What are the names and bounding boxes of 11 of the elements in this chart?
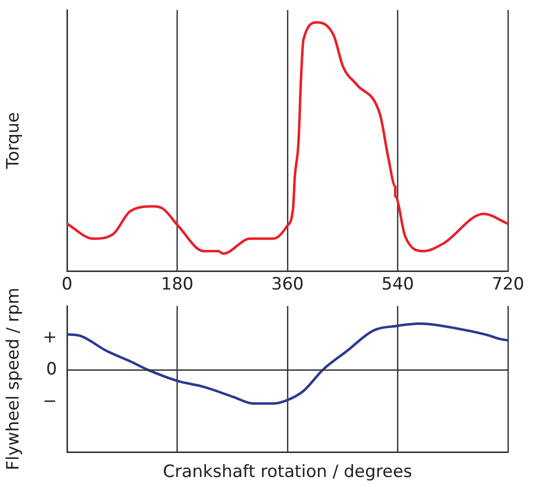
x-tick-label: 0: [62, 274, 72, 295]
text: +: [42, 328, 57, 348]
x-axis-title: Crankshaft rotation / degrees: [162, 462, 412, 482]
y-axis-title: Torque: [4, 112, 24, 170]
text: 0: [46, 360, 57, 380]
y-axis-title: Flywheel speed / rpm: [4, 288, 24, 470]
x-tick-label: 180: [161, 274, 194, 295]
x-tick-label: 720: [492, 274, 524, 295]
x-tick-label: 360: [271, 274, 304, 295]
text: −: [42, 392, 57, 412]
x-tick-label: 540: [382, 274, 414, 295]
